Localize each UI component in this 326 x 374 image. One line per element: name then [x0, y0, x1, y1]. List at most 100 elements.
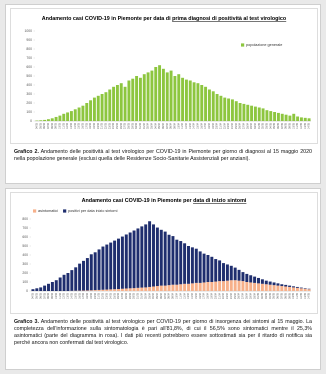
bar — [120, 236, 124, 289]
x-tick-label: 10/04 — [177, 122, 180, 129]
bar — [284, 114, 288, 121]
bar — [85, 290, 89, 291]
bar — [167, 234, 171, 286]
bar — [69, 111, 73, 121]
x-tick-label: 06/03 — [43, 122, 46, 129]
x-tick-label: 07/04 — [166, 122, 169, 129]
bar — [188, 80, 192, 121]
bar — [101, 289, 105, 291]
x-tick-label: 02/05 — [261, 292, 264, 299]
y-tick-label: 300 — [26, 92, 32, 96]
bar — [81, 105, 85, 121]
y-tick-label: 800 — [26, 47, 32, 51]
bar — [123, 86, 127, 121]
bar — [101, 246, 105, 290]
bar — [187, 246, 190, 284]
bar — [179, 284, 183, 291]
x-tick-label: 25/04 — [234, 292, 237, 299]
x-tick-label: 13/03 — [70, 122, 73, 129]
bar — [257, 107, 261, 121]
panel: Andamento casi COVID-19 in Piemonte per … — [5, 188, 321, 370]
y-tick-label: 400 — [22, 253, 28, 257]
bar — [54, 116, 58, 121]
bar — [206, 282, 210, 291]
x-tick-label: 04/04 — [154, 122, 157, 129]
bar — [140, 287, 144, 291]
bar — [269, 111, 273, 121]
bar — [253, 106, 257, 121]
x-tick-label: 05/03 — [39, 122, 42, 129]
y-tick-label: 500 — [22, 244, 28, 248]
bar — [237, 280, 241, 291]
bar — [131, 78, 135, 121]
x-tick-label: 06/04 — [160, 292, 163, 299]
bar — [204, 86, 208, 121]
x-tick-label: 02/04 — [147, 122, 150, 129]
bar — [219, 95, 223, 121]
x-tick-label: 05/05 — [273, 292, 276, 299]
x-tick-label: 30/03 — [133, 292, 136, 299]
x-tick-label: 26/03 — [117, 292, 120, 299]
x-tick-label: 07/05 — [281, 122, 284, 129]
bar — [225, 280, 229, 291]
bar — [97, 289, 101, 291]
chart: Andamento casi COVID-19 in Piemonte per … — [10, 8, 318, 144]
x-tick-label: 07/03 — [43, 292, 46, 299]
bar — [233, 280, 237, 291]
x-tick-label: 09/03 — [55, 122, 58, 129]
bar — [250, 105, 254, 121]
x-tick-label: 22/04 — [223, 122, 226, 129]
bar — [47, 283, 50, 291]
bar — [85, 258, 89, 291]
x-tick-label: 27/04 — [243, 122, 246, 129]
x-tick-label: 09/03 — [51, 292, 54, 299]
bar — [245, 282, 249, 291]
x-tick-label: 20/04 — [216, 122, 219, 129]
x-tick-label: 26/04 — [238, 292, 241, 299]
x-tick-label: 05/04 — [158, 122, 161, 129]
bar — [198, 282, 202, 291]
bar — [113, 240, 117, 290]
x-tick-label: 11/05 — [296, 292, 299, 298]
y-tick-label: 600 — [22, 235, 28, 239]
title-text: Andamento casi COVID-19 in Piemonte per … — [42, 16, 172, 22]
x-tick-label: 25/03 — [116, 122, 119, 129]
y-tick-label: 0 — [30, 119, 32, 123]
caption: Grafico 3. Andamento delle positività al… — [14, 319, 312, 347]
bar — [155, 227, 159, 287]
x-tick-label: 27/04 — [242, 292, 245, 299]
bar — [109, 242, 113, 290]
x-tick-label: 11/04 — [179, 292, 182, 298]
x-tick-label: 17/04 — [203, 292, 206, 299]
bar — [237, 269, 241, 281]
bar — [296, 116, 300, 121]
bar — [58, 277, 62, 291]
x-tick-label: 20/04 — [214, 292, 217, 299]
y-tick-label: 400 — [26, 83, 32, 87]
x-tick-label: 28/04 — [246, 122, 249, 129]
bar — [167, 285, 171, 291]
bar — [292, 286, 295, 288]
x-tick-label: 13/05 — [304, 122, 307, 129]
x-tick-label: 13/04 — [187, 292, 190, 299]
x-tick-label: 08/04 — [168, 292, 171, 299]
bar — [77, 107, 81, 121]
x-tick-label: 18/03 — [86, 292, 89, 299]
x-tick-label: 26/03 — [120, 122, 123, 129]
bar — [292, 287, 295, 291]
x-tick-label: 10/05 — [292, 122, 295, 129]
bar — [288, 285, 292, 287]
x-tick-label: 17/03 — [82, 292, 85, 299]
x-tick-label: 29/03 — [131, 122, 134, 129]
bar — [50, 118, 54, 121]
bar — [265, 110, 269, 121]
x-tick-label: 07/05 — [280, 292, 283, 299]
x-tick-label: 15/03 — [74, 292, 77, 299]
x-tick-label: 12/03 — [63, 292, 66, 299]
bar — [288, 286, 292, 291]
bar — [74, 267, 78, 291]
y-tick-label: 900 — [26, 38, 32, 42]
x-tick-label: 27/03 — [124, 122, 127, 129]
bar — [89, 290, 93, 291]
bar — [223, 97, 227, 121]
